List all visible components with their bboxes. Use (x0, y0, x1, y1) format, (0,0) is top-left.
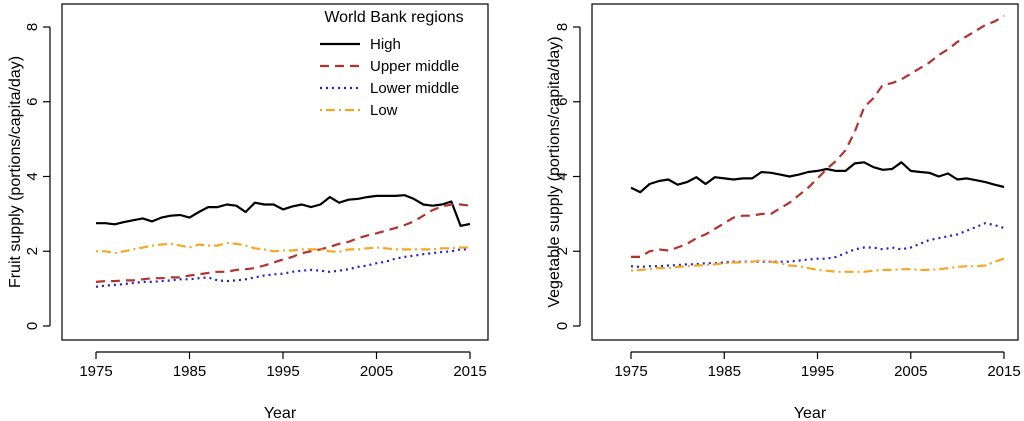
y-tick-label: 2 (24, 247, 41, 255)
fruit-series-lower-middle (95, 248, 470, 288)
x-tick-label: 1995 (266, 363, 299, 380)
fruit-series-upper-middle (95, 203, 471, 283)
x-tick-label: 2015 (453, 363, 486, 380)
x-tick-label: 1985 (173, 363, 206, 380)
fruit-y-axis-title: Fruit supply (portions/capita/day) (7, 56, 24, 288)
legend-label: Low (370, 102, 398, 119)
fruit-series-low (96, 241, 470, 255)
y-tick-label: 0 (554, 322, 571, 330)
fruit-supply-panel: 1975 1985 1995 2005 2015 0 2 4 6 8 Year Fruit suppl… (7, 3, 489, 421)
vegetable-y-axis-title: Vegetable supply (portions/capita/day) (546, 36, 563, 307)
fruit-y-axis: 0 2 4 6 8 (24, 23, 51, 330)
x-tick-label: 2005 (894, 363, 927, 380)
y-tick-label: 6 (24, 98, 41, 106)
y-tick-label: 6 (554, 98, 571, 106)
vegetable-series-low (630, 257, 1005, 273)
legend-item-lower-middle: Lower middle (320, 80, 459, 97)
y-tick-label: 8 (24, 23, 41, 31)
x-tick-label: 1975 (614, 363, 647, 380)
legend-item-low: Low (320, 102, 398, 119)
y-tick-label: 0 (24, 322, 41, 330)
x-tick-label: 1975 (79, 363, 112, 380)
fruit-series-high (96, 194, 471, 227)
y-tick-label: 2 (554, 247, 571, 255)
legend-label: Lower middle (370, 80, 459, 97)
legend-label: Upper middle (370, 58, 459, 75)
legend-label: High (370, 36, 401, 53)
vegetable-y-axis: 0 2 4 6 8 (554, 23, 581, 330)
legend-title: World Bank regions (324, 9, 463, 26)
y-tick-label: 4 (554, 172, 571, 180)
legend: World Bank regions High Upper middle Lower… (320, 9, 464, 119)
x-tick-label: 2005 (360, 363, 393, 380)
fruit-x-axis-title: Year (264, 405, 297, 421)
x-tick-label: 1985 (708, 363, 741, 380)
legend-item-upper-middle: Upper middle (320, 58, 459, 75)
vegetable-series-lower-middle (630, 222, 1005, 268)
x-tick-label: 1995 (801, 363, 834, 380)
legend-item-high: High (320, 36, 401, 53)
fruit-x-axis: 1975 1985 1995 2005 2015 (79, 351, 487, 380)
vegetable-x-axis-title: Year (794, 405, 827, 421)
y-tick-label: 8 (554, 23, 571, 31)
vegetable-series-high (630, 161, 1005, 194)
vegetable-plot-frame (591, 3, 1019, 341)
vegetable-supply-panel: 1975 1985 1995 2005 2015 0 2 4 6 8 Year Vegetable s… (546, 3, 1021, 421)
vegetable-series-upper-middle (631, 14, 1005, 258)
vegetable-x-axis: 1975 1985 1995 2005 2015 (614, 351, 1021, 380)
fruit-plot-frame (61, 3, 489, 341)
y-tick-label: 4 (24, 172, 41, 180)
x-tick-label: 2015 (987, 363, 1020, 380)
